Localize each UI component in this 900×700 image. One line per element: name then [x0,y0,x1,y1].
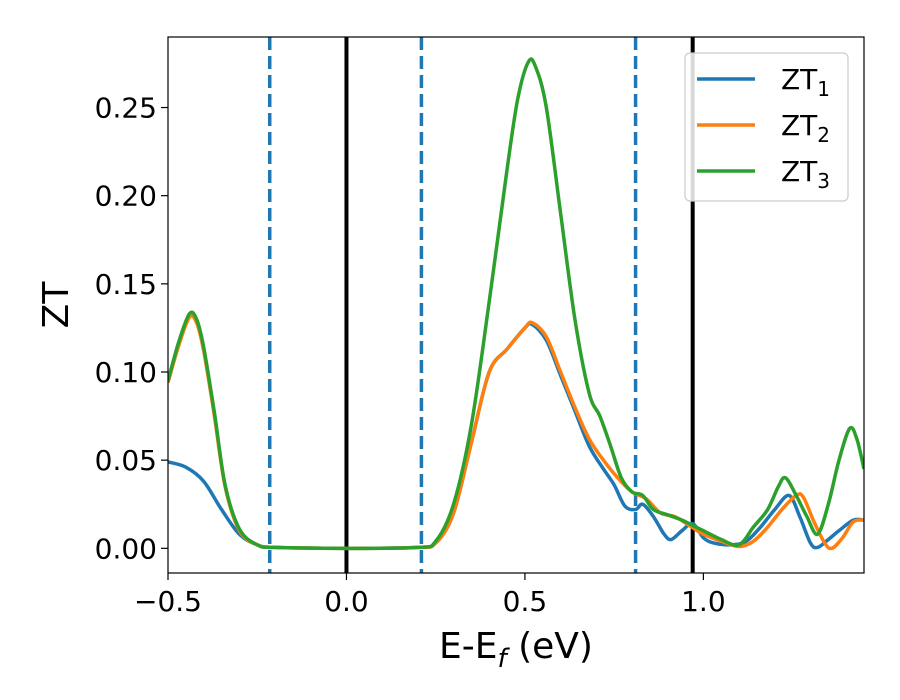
x-axis-title-unit: (eV) [507,626,593,667]
x-tick-label: 0.0 [324,585,369,618]
y-tick-label: 0.25 [95,92,157,125]
y-tick-label: 0.00 [95,532,157,565]
y-tick-label: 0.20 [95,180,157,213]
x-axis-title-main: E-E [439,626,497,667]
series-line-zt1 [168,321,864,551]
legend-box [684,52,849,202]
legend-label-subscript: 1 [817,77,830,101]
y-axis-title: ZT [36,281,77,329]
x-axis-title: E-Ef (eV) [439,626,593,674]
legend-label-zt2: ZT2 [781,109,830,147]
legend-label-zt3: ZT3 [781,155,830,193]
reference-lines [267,37,695,573]
legend-label-subscript: 3 [817,169,830,193]
legend-label-main: ZT [781,63,818,96]
series-layer [168,57,864,551]
x-tick-label: 0.5 [503,585,548,618]
legend-label-zt1: ZT1 [781,63,830,101]
y-tick-label: 0.10 [95,356,157,389]
y-tick-label: 0.05 [95,444,157,477]
x-tick-label: 1.0 [681,585,726,618]
plot-frame [167,36,865,574]
series-line-zt3 [168,57,864,551]
x-tick-label: −0.5 [134,585,202,618]
legend-label-main: ZT [781,155,818,188]
x-axis: −0.5 0.0 0.5 1.0 [134,573,726,618]
legend-label-subscript: 2 [817,123,830,147]
legend-label-main: ZT [781,109,818,142]
series-line-zt2 [168,314,864,551]
y-axis: 0.00 0.05 0.10 0.15 0.20 0.25 [95,92,168,565]
y-tick-label: 0.15 [95,268,157,301]
